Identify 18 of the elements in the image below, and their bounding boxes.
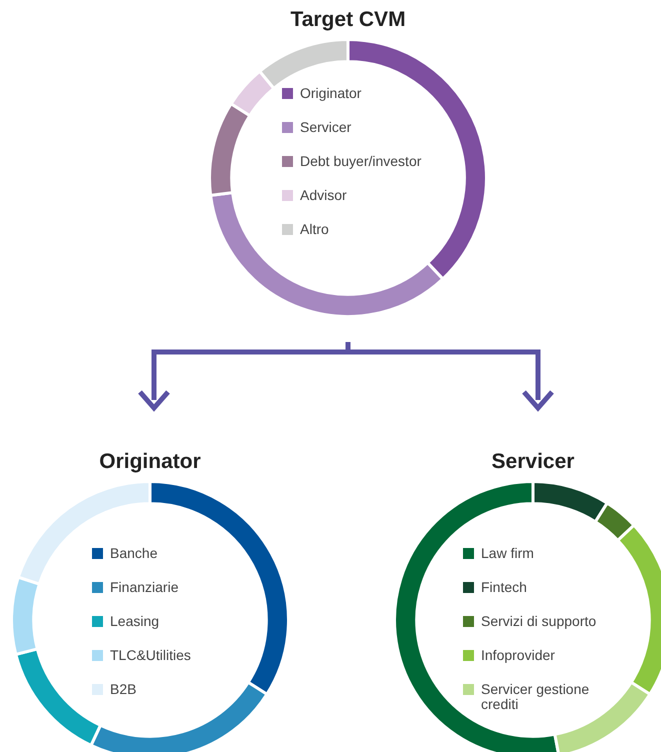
legend-label: Servicer — [300, 119, 352, 135]
legend-label: Servizi di supporto — [481, 613, 596, 629]
legend-label: Law firm — [481, 545, 534, 561]
legend-label: Fintech — [481, 579, 527, 595]
chart-title: Servicer — [490, 450, 576, 474]
legend-label: Servicer gestione crediti — [481, 681, 590, 712]
legend-label: Leasing — [110, 613, 160, 629]
legend-label: B2B — [110, 681, 136, 697]
legend-label: Finanziarie — [110, 579, 178, 595]
chart-title: Target CVM — [289, 8, 407, 32]
legend-label: Originator — [300, 85, 362, 101]
legend-label: Banche — [110, 545, 158, 561]
legend-label: Infoprovider — [481, 647, 555, 663]
chart-title: Originator — [98, 450, 202, 474]
legend-label: TLC&Utilities — [110, 647, 191, 663]
legend-label: Debt buyer/investor — [300, 153, 422, 169]
legend-label: Advisor — [300, 187, 347, 203]
legend-label: Altro — [300, 221, 329, 237]
